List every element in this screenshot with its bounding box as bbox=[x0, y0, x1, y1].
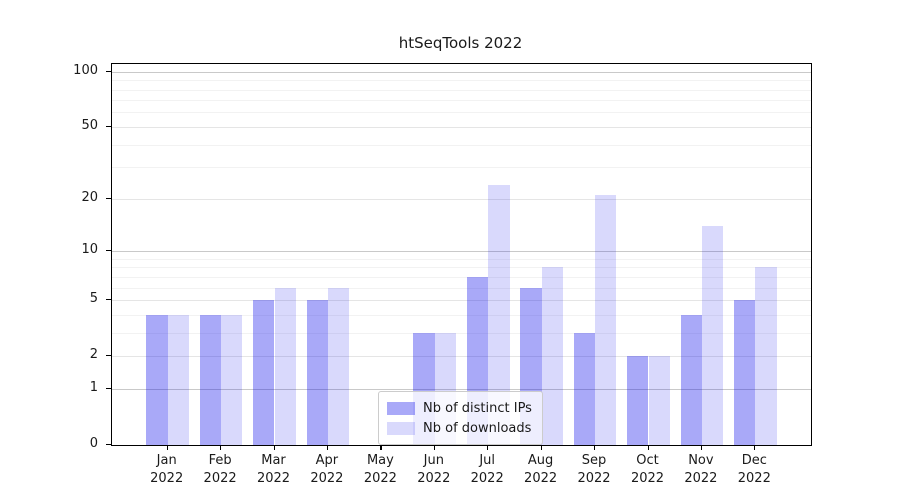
x-tick-mar bbox=[273, 445, 275, 450]
x-tick-jul bbox=[487, 445, 489, 450]
bar-downloads-dec bbox=[755, 267, 777, 445]
legend-swatch-distinct-ips bbox=[387, 401, 415, 415]
bar-downloads-aug bbox=[541, 267, 563, 445]
x-tick-jan bbox=[166, 445, 168, 450]
bar-distinct-ips-apr bbox=[306, 300, 328, 445]
y-tick-100 bbox=[106, 70, 111, 72]
bar-downloads-mar bbox=[274, 287, 296, 445]
bar-downloads-jan bbox=[167, 314, 190, 445]
y-tick-label-100: 100 bbox=[73, 62, 98, 78]
gridline-90 bbox=[112, 80, 811, 82]
y-tick-label-5: 5 bbox=[89, 291, 98, 306]
gridline-50 bbox=[112, 126, 811, 128]
legend-entry-distinct-ips: Nb of distinct IPs bbox=[387, 398, 532, 418]
y-tick-0 bbox=[106, 444, 111, 446]
x-tick-jun bbox=[433, 445, 435, 450]
gridline-100 bbox=[112, 71, 811, 73]
x-tick-oct bbox=[647, 445, 649, 450]
gridline-1 bbox=[112, 388, 811, 390]
bar-distinct-ips-mar bbox=[253, 300, 275, 445]
gridline-7 bbox=[112, 276, 811, 278]
y-tick-2 bbox=[106, 355, 111, 357]
gridline-9 bbox=[112, 258, 811, 260]
x-tick-label-mar: Mar 2022 bbox=[256, 453, 291, 486]
x-tick-dec bbox=[754, 445, 756, 450]
gridline-70 bbox=[112, 100, 811, 102]
y-tick-label-2: 2 bbox=[89, 347, 98, 363]
bar-downloads-nov bbox=[701, 225, 724, 445]
gridline-30 bbox=[112, 167, 811, 169]
bar-downloads-apr bbox=[327, 287, 350, 445]
x-tick-may bbox=[380, 445, 382, 450]
x-tick-label-jul: Jul 2022 bbox=[470, 453, 504, 486]
y-tick-label-20: 20 bbox=[81, 189, 98, 205]
y-tick-label-1: 1 bbox=[89, 379, 98, 395]
y-tick-10 bbox=[106, 250, 111, 252]
legend-swatch-downloads bbox=[387, 421, 415, 435]
gridline-6 bbox=[112, 287, 811, 289]
y-tick-label-10: 10 bbox=[81, 242, 98, 257]
x-tick-label-jun: Jun 2022 bbox=[417, 453, 451, 486]
x-tick-aug bbox=[540, 445, 542, 450]
y-tick-20 bbox=[106, 197, 111, 199]
bar-distinct-ips-feb bbox=[199, 314, 222, 445]
gridline-3 bbox=[112, 332, 811, 334]
bar-distinct-ips-jan bbox=[146, 314, 168, 445]
x-tick-label-jan: Jan 2022 bbox=[150, 453, 184, 486]
chart-title: htSeqTools 2022 bbox=[398, 34, 523, 52]
y-tick-label-50: 50 bbox=[81, 117, 98, 133]
bar-downloads-oct bbox=[648, 356, 670, 445]
legend-label-downloads: Nb of downloads bbox=[423, 420, 532, 436]
y-tick-1 bbox=[106, 387, 111, 390]
x-tick-label-apr: Apr 2022 bbox=[310, 453, 344, 486]
bar-downloads-jul bbox=[488, 184, 510, 445]
y-tick-label-0: 0 bbox=[89, 436, 98, 451]
x-tick-apr bbox=[326, 445, 329, 450]
legend-label-distinct-ips: Nb of distinct IPs bbox=[423, 400, 532, 416]
gridline-60 bbox=[112, 112, 811, 114]
gridline-8 bbox=[112, 267, 811, 269]
bar-distinct-ips-oct bbox=[627, 356, 649, 445]
gridline-2 bbox=[112, 356, 811, 358]
legend: Nb of distinct IPs Nb of downloads bbox=[378, 391, 543, 445]
bar-distinct-ips-dec bbox=[733, 300, 756, 445]
x-tick-nov bbox=[700, 445, 703, 450]
x-tick-label-dec: Dec 2022 bbox=[737, 453, 771, 486]
x-tick-feb bbox=[220, 445, 222, 450]
bar-downloads-sep bbox=[595, 194, 617, 445]
gridline-80 bbox=[112, 89, 811, 91]
plot-area: Nb of distinct IPs Nb of downloads bbox=[111, 63, 812, 446]
bar-distinct-ips-sep bbox=[573, 332, 596, 445]
x-tick-label-sep: Sep 2022 bbox=[577, 453, 611, 486]
x-tick-label-nov: Nov 2022 bbox=[684, 453, 718, 486]
y-tick-50 bbox=[106, 125, 111, 128]
x-tick-label-oct: Oct 2022 bbox=[630, 453, 665, 486]
gridline-20 bbox=[112, 198, 811, 200]
gridline-4 bbox=[112, 314, 811, 316]
y-tick-5 bbox=[106, 299, 111, 301]
x-tick-label-may: May 2022 bbox=[363, 453, 397, 486]
bar-distinct-ips-nov bbox=[680, 314, 702, 445]
x-tick-label-aug: Aug 2022 bbox=[524, 453, 558, 486]
gridline-5 bbox=[112, 300, 811, 301]
legend-entry-downloads: Nb of downloads bbox=[387, 418, 532, 438]
gridline-40 bbox=[112, 144, 811, 146]
bar-downloads-feb bbox=[221, 314, 243, 445]
gridline-10 bbox=[112, 251, 811, 252]
x-tick-sep bbox=[594, 445, 596, 450]
x-tick-label-feb: Feb 2022 bbox=[203, 453, 237, 486]
